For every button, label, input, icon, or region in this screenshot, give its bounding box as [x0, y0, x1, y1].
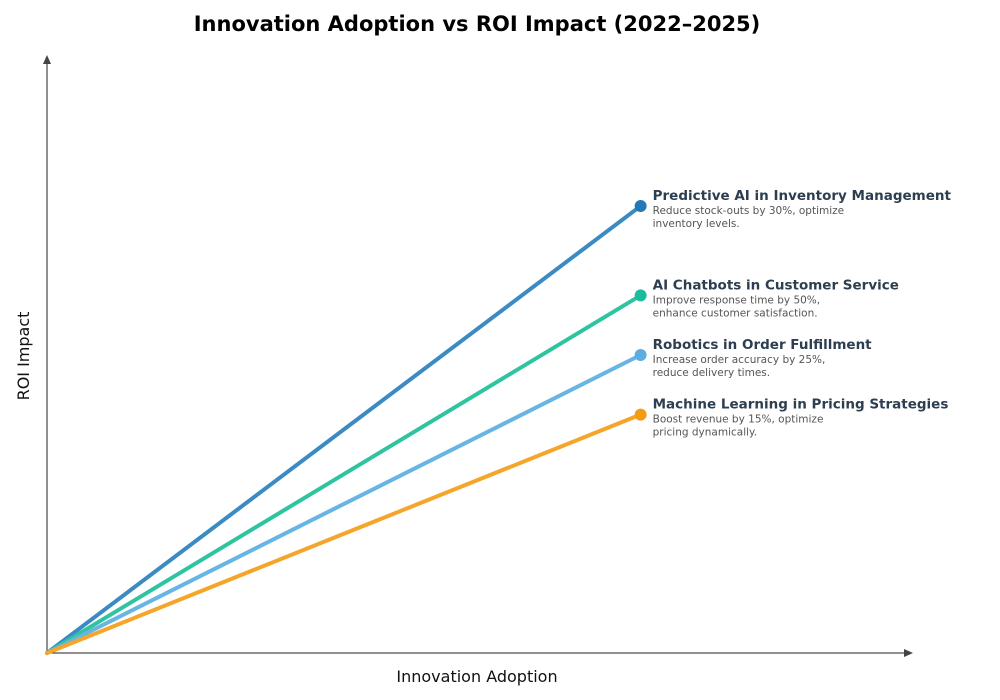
- chart-title: Innovation Adoption vs ROI Impact (2022–…: [194, 12, 761, 36]
- series-end-marker: [634, 408, 647, 421]
- series-description: pricing dynamically.: [653, 427, 757, 439]
- series-end-marker: [634, 289, 647, 302]
- series-label: Robotics in Order Fulfillment: [653, 337, 873, 353]
- series-label: Predictive AI in Inventory Management: [653, 188, 952, 204]
- series-description: reduce delivery times.: [653, 367, 770, 379]
- series-line: [45, 204, 643, 655]
- series-description: Boost revenue by 15%, optimize: [653, 414, 824, 426]
- series-line: [45, 353, 643, 655]
- x-axis-arrow: [904, 649, 913, 657]
- series-end-marker: [634, 349, 647, 361]
- y-axis-label: ROI Impact: [14, 312, 33, 401]
- series-description: Reduce stock-outs by 30%, optimize: [653, 205, 845, 217]
- series-line: [45, 412, 643, 655]
- series-description: Increase order accuracy by 25%,: [653, 354, 826, 366]
- series-label: AI Chatbots in Customer Service: [653, 277, 899, 293]
- series-label: Machine Learning in Pricing Strategies: [653, 397, 949, 413]
- series-line: [45, 293, 643, 655]
- series-end-marker: [634, 200, 647, 212]
- y-axis-arrow: [43, 55, 51, 64]
- series-description: enhance customer satisfaction.: [653, 307, 818, 319]
- series-description: Improve response time by 50%,: [653, 294, 821, 306]
- x-axis-label: Innovation Adoption: [396, 667, 557, 686]
- series-description: inventory levels.: [653, 218, 740, 230]
